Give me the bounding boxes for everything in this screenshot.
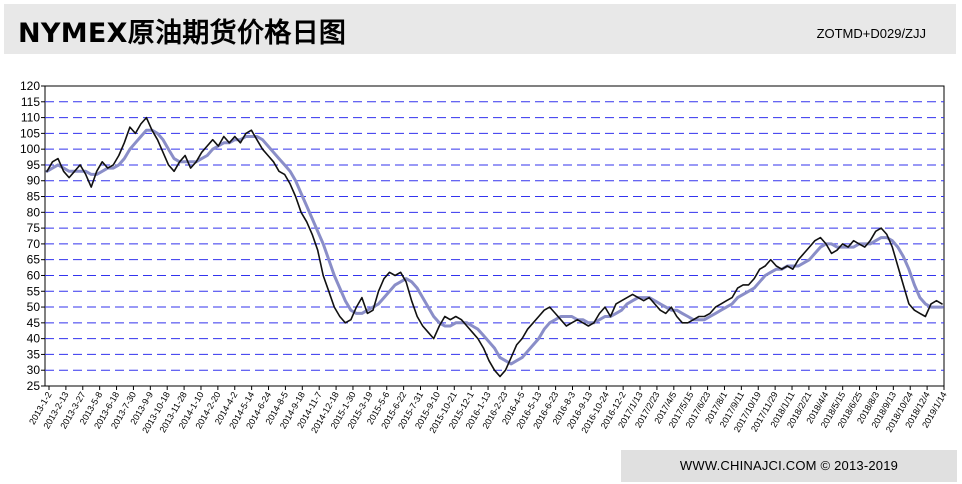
y-tick-label-70: 70 — [27, 237, 41, 251]
price-line — [46, 116, 943, 378]
y-tick-label-60: 60 — [27, 268, 41, 282]
header-bar: NYMEX原油期货价格日图 ZOTMD+D029/ZJJ — [4, 4, 956, 54]
chart-code: ZOTMD+D029/ZJJ — [816, 26, 926, 41]
y-tick-label-50: 50 — [27, 300, 41, 314]
y-tick-label-90: 90 — [27, 174, 41, 188]
y-tick-label-40: 40 — [27, 332, 41, 346]
footer-bar: WWW.CHINAJCI.COM © 2013-2019 — [621, 450, 957, 482]
y-tick-label-25: 25 — [27, 379, 41, 393]
plot-area — [44, 85, 945, 387]
y-tick-label-30: 30 — [27, 363, 41, 377]
y-tick-label-115: 115 — [21, 95, 40, 109]
y-tick-label-110: 110 — [21, 111, 40, 125]
copyright-text: WWW.CHINAJCI.COM © 2013-2019 — [679, 458, 899, 473]
y-tick-label-85: 85 — [27, 190, 41, 204]
y-tick-label-105: 105 — [20, 126, 40, 140]
y-tick-label-45: 45 — [27, 316, 41, 330]
y-tick-label-100: 100 — [20, 142, 40, 156]
y-tick-label-35: 35 — [27, 347, 41, 361]
y-tick-label-75: 75 — [27, 221, 41, 235]
chart-title: NYMEX原油期货价格日图 — [18, 18, 347, 49]
y-tick-label-80: 80 — [27, 205, 41, 219]
y-tick-label-95: 95 — [27, 158, 41, 172]
y-tick-label-55: 55 — [27, 284, 41, 298]
y-tick-label-65: 65 — [27, 253, 41, 267]
price-chart: 2530354045505560657075808590951001051101… — [20, 79, 949, 435]
y-tick-label-120: 120 — [20, 79, 40, 93]
